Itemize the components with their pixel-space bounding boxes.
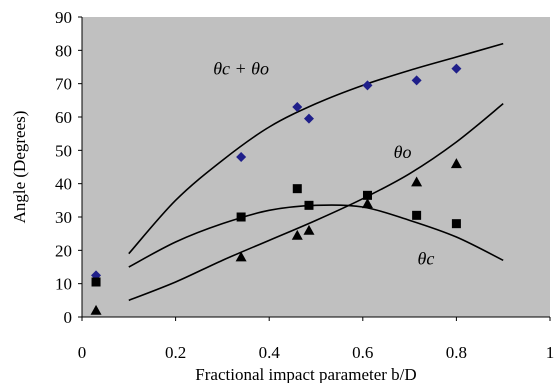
- y-tick-label: 20: [55, 241, 72, 260]
- square-point: [292, 184, 302, 194]
- y-tick-label: 90: [55, 8, 72, 27]
- triangle-point: [411, 176, 423, 187]
- data-markers: [90, 63, 462, 315]
- square-point: [362, 190, 372, 200]
- plot-area: [82, 17, 550, 317]
- diamond-point: [236, 152, 247, 162]
- diamond-point: [292, 102, 303, 112]
- x-tick-label: 0.2: [165, 343, 186, 362]
- x-tick-label: 0.6: [352, 343, 373, 362]
- diamond-point: [303, 113, 314, 124]
- y-tick-label: 80: [55, 41, 72, 60]
- annotations: θc + θo θo θc: [213, 59, 434, 269]
- fit-curve: [128, 103, 504, 302]
- square-point: [451, 219, 461, 229]
- square-point: [304, 200, 314, 210]
- triangle-point: [90, 304, 102, 315]
- x-axis: 0 0.2 0.4 0.6 0.8 1: [78, 316, 555, 362]
- curve-annotation: θc: [418, 249, 435, 269]
- square-point: [412, 210, 422, 220]
- y-tick-label: 0: [64, 308, 73, 327]
- y-tick-label: 30: [55, 208, 72, 227]
- triangle-point: [450, 158, 462, 169]
- y-tick-label: 70: [55, 75, 72, 94]
- x-tick-label: 1: [546, 343, 555, 362]
- y-axis-title: Angle (Degrees): [10, 111, 29, 224]
- y-tick-label: 60: [55, 108, 72, 127]
- curve-annotation: θo: [394, 142, 412, 162]
- triangle-point: [291, 229, 303, 240]
- y-tick-label: 40: [55, 175, 72, 194]
- fit-curve: [128, 42, 504, 255]
- triangle-point: [235, 251, 247, 262]
- x-tick-label: 0.4: [259, 343, 281, 362]
- diamond-point: [411, 75, 422, 86]
- fitted-curves: [128, 42, 504, 302]
- y-tick-label: 50: [55, 141, 72, 160]
- triangle-point: [361, 198, 373, 209]
- diamond-point: [451, 63, 462, 74]
- y-tick-label: 10: [55, 275, 72, 294]
- y-axis: 0 10 20 30 40 50 60 70 80 90: [55, 8, 83, 327]
- square-point: [236, 212, 246, 222]
- x-tick-label: 0: [78, 343, 87, 362]
- x-axis-title: Fractional impact parameter b/D: [195, 365, 416, 383]
- x-tick-label: 0.8: [446, 343, 467, 362]
- curve-annotation: θc + θo: [213, 59, 269, 79]
- fit-curve: [128, 204, 504, 268]
- diamond-point: [362, 80, 373, 91]
- triangle-point: [303, 224, 315, 235]
- square-point: [91, 277, 101, 287]
